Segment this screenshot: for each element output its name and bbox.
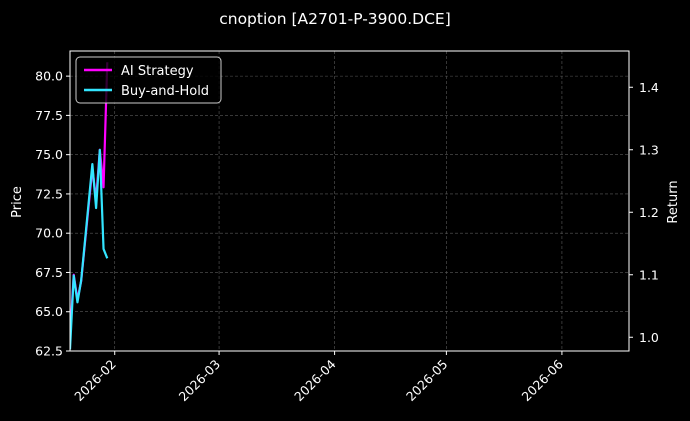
- y-left-tick-label: 67.5: [35, 265, 63, 280]
- y-left-tick-label: 70.0: [35, 226, 63, 241]
- grid: [70, 51, 629, 352]
- y-left-tick-label: 62.5: [35, 344, 63, 359]
- plot-frame: [69, 50, 630, 352]
- legend: AI Strategy Buy-and-Hold: [75, 56, 222, 104]
- y-right-tick-label: 1.4: [639, 80, 659, 95]
- series-line-buy-and-hold: [70, 148, 109, 350]
- y-right-tick-label: 1.2: [639, 205, 659, 220]
- legend-label-buy-and-hold: Buy-and-Hold: [121, 84, 209, 99]
- legend-label-ai-strategy: AI Strategy: [121, 64, 194, 79]
- y-left-tick-label: 75.0: [35, 147, 63, 162]
- y-left-tick-label: 80.0: [35, 69, 63, 84]
- y-left-axis-label: Price: [10, 186, 25, 218]
- y-left-tick-label: 72.5: [35, 186, 63, 201]
- y-right-axis-label: Return: [666, 180, 681, 223]
- chart-title: cnoption [A2701-P-3900.DCE]: [219, 10, 451, 28]
- y-right-tick-label: 1.3: [639, 142, 659, 157]
- y-right-tick-label: 1.1: [639, 267, 659, 282]
- series-lines: [70, 62, 109, 350]
- y-left-tick-label: 65.0: [35, 304, 63, 319]
- y-right-tick-label: 1.0: [639, 330, 659, 345]
- y-left-tick-label: 77.5: [35, 108, 63, 123]
- legend-frame: [75, 56, 222, 104]
